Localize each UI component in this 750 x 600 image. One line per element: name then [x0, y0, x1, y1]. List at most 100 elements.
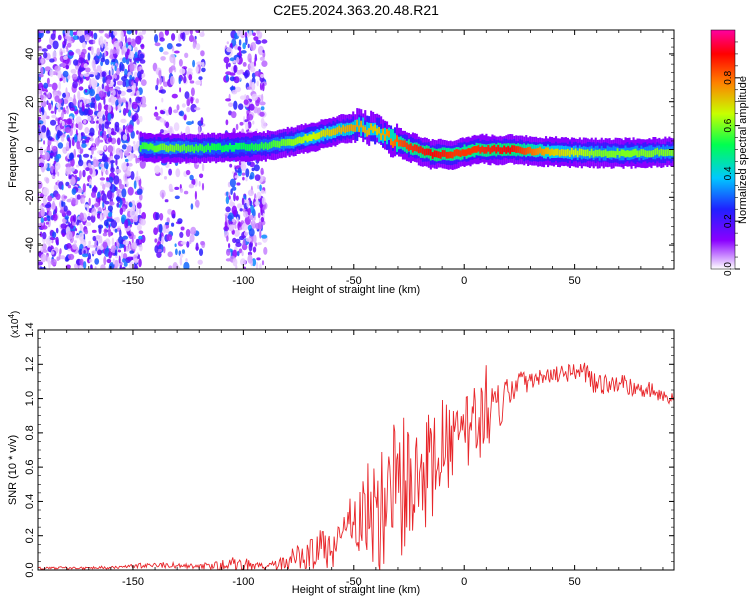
- spectrogram-noise-cell: [128, 244, 131, 252]
- spectrogram-noise-cell: [87, 244, 92, 248]
- spectrogram-noise-cell: [117, 103, 122, 112]
- spectrogram-noise-cell: [56, 129, 61, 139]
- spectrogram-noise-cell: [241, 250, 244, 257]
- spectrogram-noise-cell: [161, 192, 164, 200]
- spectrogram-noise-cell: [115, 196, 121, 202]
- spectrogram-noise-cell: [40, 111, 43, 117]
- spectrogram-noise-cell: [185, 229, 191, 237]
- spectrogram-noise-cell: [79, 265, 83, 269]
- spectrogram-ridge-cell: [392, 141, 395, 148]
- spectrogram-noise-cell: [171, 33, 176, 41]
- spectrogram-noise-cell: [188, 68, 193, 73]
- spectrogram-noise-cell: [102, 151, 105, 158]
- spectrogram-noise-cell: [68, 175, 72, 180]
- spectrogram-noise-cell: [138, 243, 143, 252]
- spectrogram-noise-cell: [245, 36, 248, 46]
- spectrogram-noise-cell: [245, 168, 250, 178]
- spectrogram-noise-cell: [168, 168, 173, 176]
- spectrogram-noise-cell: [138, 208, 142, 214]
- spectrogram-noise-cell: [174, 243, 177, 247]
- spectrogram-noise-cell: [226, 248, 231, 256]
- spectrogram-noise-cell: [46, 215, 51, 222]
- spectrogram-noise-cell: [91, 250, 97, 255]
- spectrogram-noise-cell: [86, 205, 90, 213]
- spectrogram-noise-cell: [87, 52, 91, 61]
- spectrogram-noise-cell: [136, 118, 140, 125]
- spectrogram-ridge-cell: [672, 149, 674, 157]
- spectrogram-noise-cell: [48, 259, 51, 269]
- spectrogram-noise-cell: [65, 87, 68, 96]
- spectrogram-noise-cell: [106, 218, 113, 222]
- spectrogram-noise-cell: [40, 67, 44, 76]
- spectrogram-noise-cell: [89, 88, 95, 97]
- spectrogram-ridge-cell: [221, 145, 224, 153]
- spectrogram-noise-cell: [247, 254, 253, 264]
- spectrogram-ridge-cell: [521, 147, 524, 155]
- spectrogram-noise-cell: [85, 67, 91, 73]
- spectrogram-ridge-cell: [274, 140, 277, 148]
- spectrogram-noise-cell: [250, 63, 255, 68]
- spectrogram-ridge-cell: [288, 138, 291, 146]
- spectrogram-noise-cell: [261, 93, 264, 103]
- spectrogram-noise-cell: [228, 224, 235, 232]
- spectrogram-noise-cell: [74, 263, 78, 269]
- spectrogram-noise-cell: [121, 162, 127, 171]
- spectrogram-noise-cell: [91, 59, 96, 69]
- spectrogram-noise-cell: [133, 180, 137, 190]
- spectrogram-noise-cell: [242, 42, 246, 50]
- spectrogram-noise-cell: [87, 252, 91, 261]
- spectrogram-noise-cell: [191, 178, 196, 186]
- spectrogram-noise-cell: [53, 184, 59, 191]
- spectrogram-noise-cell: [77, 149, 81, 153]
- spectrogram-ridge-cell: [566, 148, 569, 156]
- spectrogram-noise-cell: [155, 84, 159, 91]
- spectrogram-noise-cell: [232, 258, 238, 267]
- spectrogram-ridge-cell: [233, 145, 236, 152]
- y-tick-label: 0.8: [24, 425, 36, 440]
- spectrogram-noise-cell: [87, 216, 92, 221]
- spectrogram-ridge-cell: [632, 149, 635, 156]
- spectrogram-noise-cell: [228, 212, 234, 222]
- spectrogram-noise-cell: [181, 103, 186, 108]
- spectrogram-noise-cell: [243, 231, 249, 237]
- spectrogram-ridge-cell: [294, 138, 297, 145]
- spectrogram-noise-cell: [41, 225, 48, 230]
- spectrogram-noise-cell: [72, 214, 77, 223]
- spectrogram-ridge-cell: [644, 150, 647, 157]
- spectrogram-noise-cell: [111, 49, 117, 54]
- spectrogram-noise-cell: [133, 258, 139, 264]
- spectrogram-noise-cell: [90, 264, 93, 269]
- spectrogram-noise-cell: [233, 64, 238, 73]
- spectrogram-noise-cell: [254, 60, 256, 67]
- spectrogram-noise-cell: [42, 196, 48, 206]
- spectrogram-noise-cell: [254, 174, 261, 182]
- spectrogram-ridge-cell: [346, 125, 349, 132]
- spectrogram-ridge-cell: [362, 117, 365, 130]
- spectrogram-noise-cell: [233, 192, 236, 202]
- spectrogram-noise-cell: [103, 145, 107, 150]
- spectrogram-noise-cell: [77, 132, 82, 142]
- spectrogram-ridge-cell: [338, 125, 341, 133]
- spectrogram-noise-cell: [226, 235, 229, 242]
- spectrogram-noise-cell: [49, 69, 54, 78]
- spectrogram-ridge-cell: [586, 149, 589, 156]
- spectrogram-noise-cell: [65, 141, 70, 152]
- spectrogram-noise-cell: [114, 249, 118, 256]
- spectrogram-noise-cell: [194, 107, 201, 111]
- spectrogram-noise-cell: [190, 103, 197, 113]
- spectrogram-noise-cell: [50, 119, 57, 126]
- spectrogram-noise-cell: [91, 229, 97, 233]
- spectrogram-noise-cell: [256, 191, 262, 199]
- spectrogram-ridge-cell: [511, 145, 514, 152]
- spectrogram-ridge-cell: [358, 125, 361, 133]
- spectrogram-noise-cell: [195, 242, 199, 252]
- spectrogram-ridge-cell: [415, 144, 418, 152]
- spectrogram-noise-cell: [39, 132, 46, 139]
- spectrogram-noise-cell: [52, 231, 57, 238]
- spectrogram-noise-cell: [118, 97, 122, 106]
- spectrogram-noise-cell: [56, 102, 60, 109]
- spectrogram-noise-cell: [106, 190, 113, 200]
- spectrogram-noise-cell: [239, 227, 242, 231]
- spectrogram-noise-cell: [133, 112, 139, 121]
- spectrogram-ridge-cell: [624, 150, 627, 158]
